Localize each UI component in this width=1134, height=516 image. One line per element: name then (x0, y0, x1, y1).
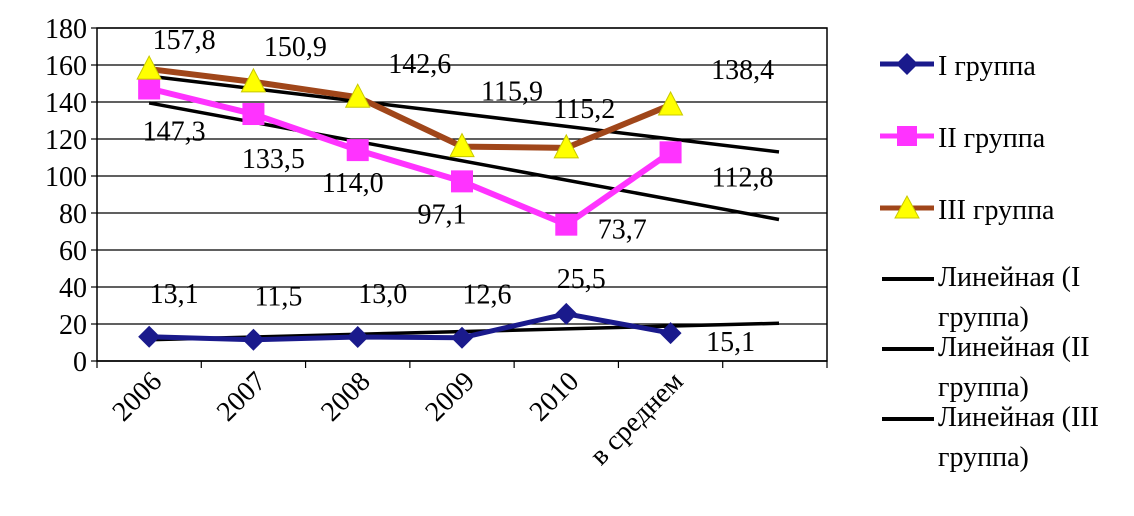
data-label: 13,0 (358, 279, 407, 310)
data-label: 112,8 (712, 162, 774, 193)
data-point-diamond (451, 326, 473, 349)
x-tick-label: 2010 (524, 366, 586, 428)
data-label: 15,1 (706, 327, 755, 358)
legend-label: II группа (938, 123, 1046, 154)
y-tick-label: 140 (45, 88, 87, 119)
data-point-diamond (242, 328, 265, 351)
data-point-triangle (136, 54, 162, 80)
y-tick-label: 40 (59, 273, 87, 304)
legend-label: III группа (938, 195, 1055, 226)
legend-swatch-line-icon (882, 277, 934, 281)
legend-label: I группа (938, 51, 1036, 82)
data-label: 11,5 (254, 282, 302, 313)
data-point-square (242, 103, 265, 126)
data-point-diamond (555, 302, 578, 325)
x-tick-label: 2006 (107, 366, 169, 428)
legend-swatch-diamond-icon (880, 53, 934, 75)
data-labels: 13,1 11,5 13,0 12,6 25,5 15,1 147,3 133,5 114,0 9… (143, 25, 774, 358)
series-lines (136, 54, 684, 351)
legend-item-series-3: III группа (878, 186, 1128, 258)
x-tick-label: в среднем (584, 366, 690, 472)
legend-item-trend-1: Линейная (I группа) (878, 258, 1128, 333)
data-label: 147,3 (143, 116, 206, 147)
data-point-diamond (138, 325, 161, 348)
data-label: 157,8 (153, 25, 216, 56)
data-point-square (555, 213, 578, 236)
x-tick-label: 2008 (315, 366, 377, 428)
data-label: 97,1 (418, 199, 467, 230)
data-point-triangle (657, 90, 684, 116)
legend-label: Линейная (I группа) (938, 262, 1081, 333)
y-tick-label: 180 (45, 14, 87, 45)
data-label: 142,6 (388, 49, 451, 80)
data-label: 73,7 (598, 215, 647, 246)
data-point-square (659, 141, 682, 164)
series-line-1 (149, 311, 672, 343)
data-point-diamond (659, 322, 682, 345)
legend-swatch-line-icon (882, 417, 934, 421)
y-tick-label: 100 (45, 162, 87, 193)
data-label: 13,1 (150, 279, 199, 310)
data-point-triangle (240, 67, 267, 93)
data-point-square (346, 139, 369, 162)
legend-item-trend-2: Линейная (II группа) (878, 328, 1128, 403)
legend-item-series-1: I группа (878, 42, 1128, 114)
y-tick-label: 80 (59, 199, 87, 230)
legend-item-trend-3: Линейная (III группа) (878, 398, 1128, 473)
legend-swatch-triangle-icon (880, 194, 934, 219)
y-tick-label: 160 (45, 51, 87, 82)
y-tick-label: 0 (73, 347, 87, 378)
data-point-square (451, 170, 473, 193)
data-label: 12,6 (463, 280, 512, 311)
y-tick-label: 120 (45, 125, 87, 156)
data-label: 115,9 (481, 77, 543, 108)
y-tick-label: 20 (59, 310, 87, 341)
series-line-3 (148, 66, 672, 151)
data-label: 115,2 (553, 94, 615, 125)
data-label: 25,5 (557, 264, 606, 295)
legend-swatch-square-icon (880, 126, 934, 146)
data-label: 138,4 (711, 55, 774, 86)
data-point-diamond (346, 325, 369, 348)
data-point-triangle (344, 83, 371, 108)
data-label: 133,5 (242, 144, 305, 175)
y-tick-label: 60 (59, 236, 87, 267)
data-label: 150,9 (264, 32, 327, 63)
series-line-2 (148, 85, 673, 228)
legend-swatch-line-icon (882, 347, 934, 351)
legend: I группа II группа III группа Линейная (… (878, 42, 1128, 473)
data-point-triangle (553, 133, 580, 159)
legend-item-series-2: II группа (878, 114, 1128, 186)
data-point-triangle (449, 132, 475, 158)
data-label: 114,0 (322, 168, 384, 199)
x-tick-label: 2009 (419, 366, 481, 428)
x-tick-label: 2007 (211, 366, 273, 428)
legend-label: Линейная (II группа) (938, 332, 1090, 403)
legend-label: Линейная (III группа) (938, 402, 1099, 473)
data-point-square (138, 77, 161, 100)
